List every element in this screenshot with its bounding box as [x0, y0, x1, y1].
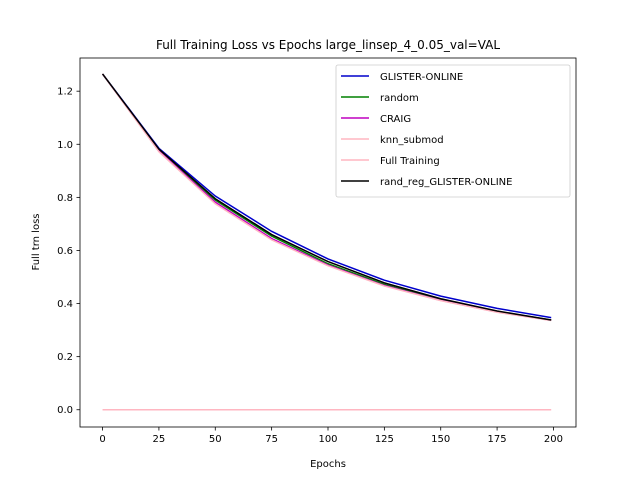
chart-title: Full Training Loss vs Epochs large_linse…	[156, 38, 500, 52]
y-tick-label-6: 1.2	[57, 87, 73, 98]
series-line-3	[101, 73, 552, 322]
legend-box	[335, 64, 571, 198]
series-line-0	[101, 73, 552, 319]
y-tick-label-1: 0.2	[57, 352, 73, 363]
x-tick-label-1: 25	[153, 434, 166, 445]
x-tick-label-5: 125	[375, 434, 394, 445]
x-tick-label-3: 75	[265, 434, 278, 445]
legend-label-2: CRAIG	[380, 114, 411, 125]
x-axis-label: Epochs	[310, 459, 346, 470]
y-axis-label: Full trn loss	[31, 214, 42, 271]
legend-label-0: GLISTER-ONLINE	[380, 72, 463, 83]
x-tick-label-2: 50	[209, 434, 222, 445]
y-tick-label-2: 0.4	[57, 299, 73, 310]
x-tick-label-4: 100	[318, 434, 337, 445]
y-tick-label-5: 1.0	[57, 140, 73, 151]
y-tick-label-4: 0.8	[57, 193, 73, 204]
x-tick-label-8: 200	[544, 434, 563, 445]
legend-label-1: random	[380, 93, 419, 104]
x-tick-label-0: 0	[99, 434, 105, 445]
series-line-5	[101, 73, 552, 321]
plot-area: 0 25 50 75 100 125 150 175 200 0.0 0.2 0.4 0.6 0.8 1.0…	[57, 57, 577, 445]
y-tick-label-3: 0.6	[57, 246, 73, 257]
x-tick-label-7: 175	[488, 434, 507, 445]
x-tick-label-6: 150	[431, 434, 450, 445]
legend: GLISTER-ONLINE random CRAIG knn_submod Full …	[335, 64, 571, 198]
legend-label-4: Full Training	[380, 156, 440, 167]
legend-label-5: rand_reg_GLISTER-ONLINE	[380, 177, 512, 188]
y-tick-label-0: 0.0	[57, 405, 73, 416]
legend-label-3: knn_submod	[380, 135, 444, 146]
